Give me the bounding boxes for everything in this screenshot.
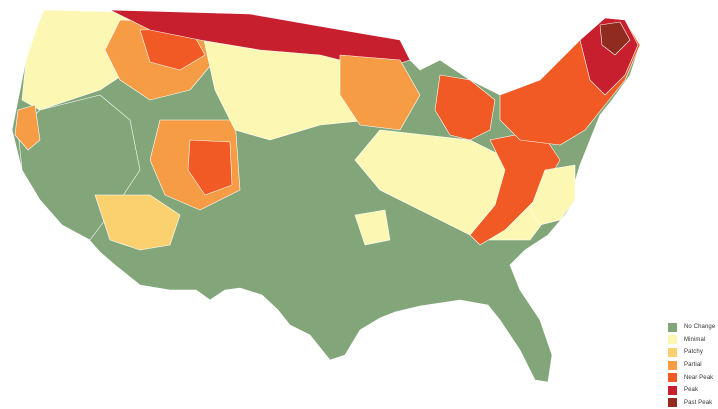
legend-swatch (668, 385, 677, 395)
legend-item-minimal: Minimal (668, 334, 718, 347)
legend-label: Minimal (684, 336, 706, 343)
legend-swatch (668, 373, 677, 383)
legend-label: Near Peak (684, 374, 714, 381)
colorado-peak-region (187, 139, 233, 196)
legend-item-near-peak: Near Peak (668, 371, 718, 384)
legend-label: Partial (684, 362, 702, 369)
michigan-region (434, 74, 496, 141)
legend-item-peak: Peak (668, 384, 718, 397)
legend-item-past-peak: Past Peak (668, 397, 718, 409)
legend-swatch (668, 335, 677, 345)
map-legend: No Change Minimal Patchy Partial Near Pe… (668, 321, 718, 409)
legend-swatch (668, 360, 677, 370)
appalachian-region (469, 129, 561, 246)
legend-item-partial: Partial (668, 359, 718, 372)
southwest-desert-region (94, 194, 181, 251)
legend-swatch (668, 347, 677, 357)
california-coast-region (14, 104, 41, 151)
legend-label: Past Peak (684, 399, 713, 406)
legend-swatch (668, 398, 677, 408)
minnesota-partial-region (339, 54, 421, 131)
legend-label: Peak (684, 387, 699, 394)
legend-item-patchy: Patchy (668, 346, 718, 359)
mid-atlantic-region (529, 164, 576, 226)
legend-label: No Change (684, 324, 716, 331)
legend-label: Patchy (684, 349, 703, 356)
maine-past-peak-region (599, 21, 631, 56)
legend-swatch (668, 322, 677, 332)
legend-item-no-change: No Change (668, 321, 718, 334)
kansas-minimal-patch (354, 209, 391, 246)
